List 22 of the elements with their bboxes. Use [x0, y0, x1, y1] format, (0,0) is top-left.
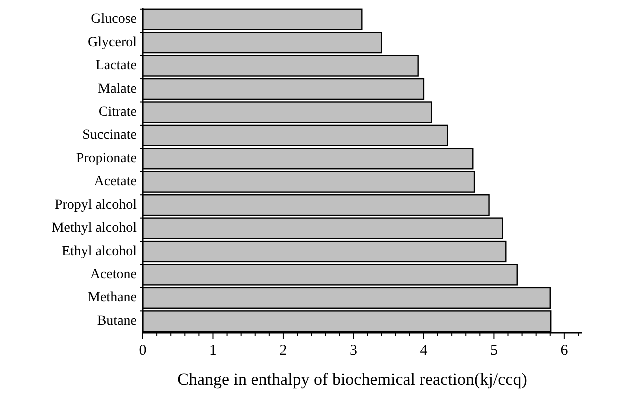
x-tick-label: 1 — [209, 343, 217, 359]
y-tick-label: Propionate — [76, 151, 137, 166]
x-axis-title: Change in enthalpy of biochemical reaction(kj/ccq) — [178, 370, 528, 389]
y-tick-label: Propyl alcohol — [54, 198, 138, 213]
x-tick-label: 4 — [420, 343, 428, 359]
x-tick-label: 0 — [139, 343, 147, 359]
x-tick-label: 2 — [280, 343, 288, 359]
x-tick-label: 5 — [490, 343, 498, 359]
y-tick-label: Glycerol — [88, 35, 138, 50]
y-tick-label: Ethyl alcohol — [62, 244, 138, 260]
y-tick-label: Methane — [88, 290, 137, 306]
y-tick-label: Succinate — [82, 128, 137, 144]
y-tick-label: Methyl alcohol — [52, 221, 138, 236]
y-tick-label: Butane — [97, 314, 137, 329]
y-tick-label: Glucose — [91, 12, 137, 28]
y-tick-label: Acetate — [94, 174, 137, 190]
x-tick-label: 3 — [350, 343, 358, 359]
y-tick-label: Citrate — [98, 104, 137, 120]
x-tick-label: 6 — [560, 343, 569, 359]
y-tick-label: Malate — [98, 82, 137, 97]
y-tick-label: Acetone — [90, 267, 137, 282]
y-tick-label: Lactate — [96, 58, 137, 74]
